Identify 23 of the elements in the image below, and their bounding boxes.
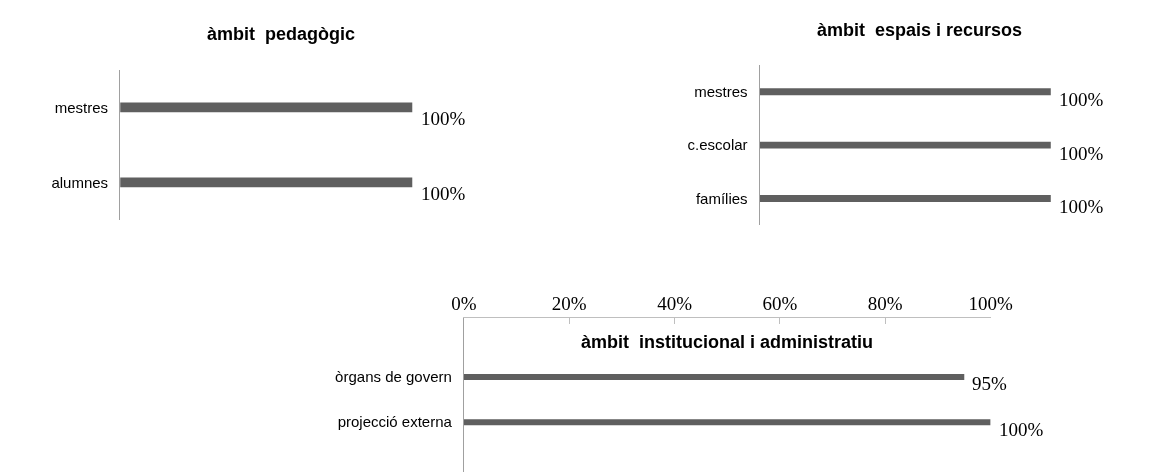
y-tick-label: projecció externa [337, 413, 453, 431]
data-label: 100% [1059, 143, 1104, 164]
data-label: 100% [1059, 89, 1104, 110]
y-tick-label: mestres [54, 98, 109, 116]
data-label: 100% [999, 419, 1044, 440]
x-tick-label: 20% [551, 292, 587, 314]
x-tick-label: 60% [762, 292, 798, 314]
text: àmbit institucional i administratiu [581, 332, 874, 352]
chart-title: àmbit espais i recursos [817, 20, 1023, 40]
y-tick-label: famílies [695, 189, 748, 207]
x-tick-label: 40% [657, 292, 693, 314]
x-tick-label: 100% [968, 292, 1013, 314]
y-tick-label: alumnes [51, 173, 109, 191]
data-label: 95% [972, 373, 1007, 394]
y-tick-label: c.escolar [687, 136, 748, 154]
y-tick-label: òrgans de govern [335, 368, 452, 386]
y-tick-label: mestres [694, 83, 748, 101]
data-label: 100% [421, 108, 466, 129]
data-label: 100% [1059, 196, 1104, 217]
chart-title: àmbit pedagògic [207, 24, 356, 44]
x-tick-label: 0% [451, 292, 477, 314]
x-tick-label: 80% [867, 292, 903, 314]
data-label: 100% [421, 183, 466, 204]
